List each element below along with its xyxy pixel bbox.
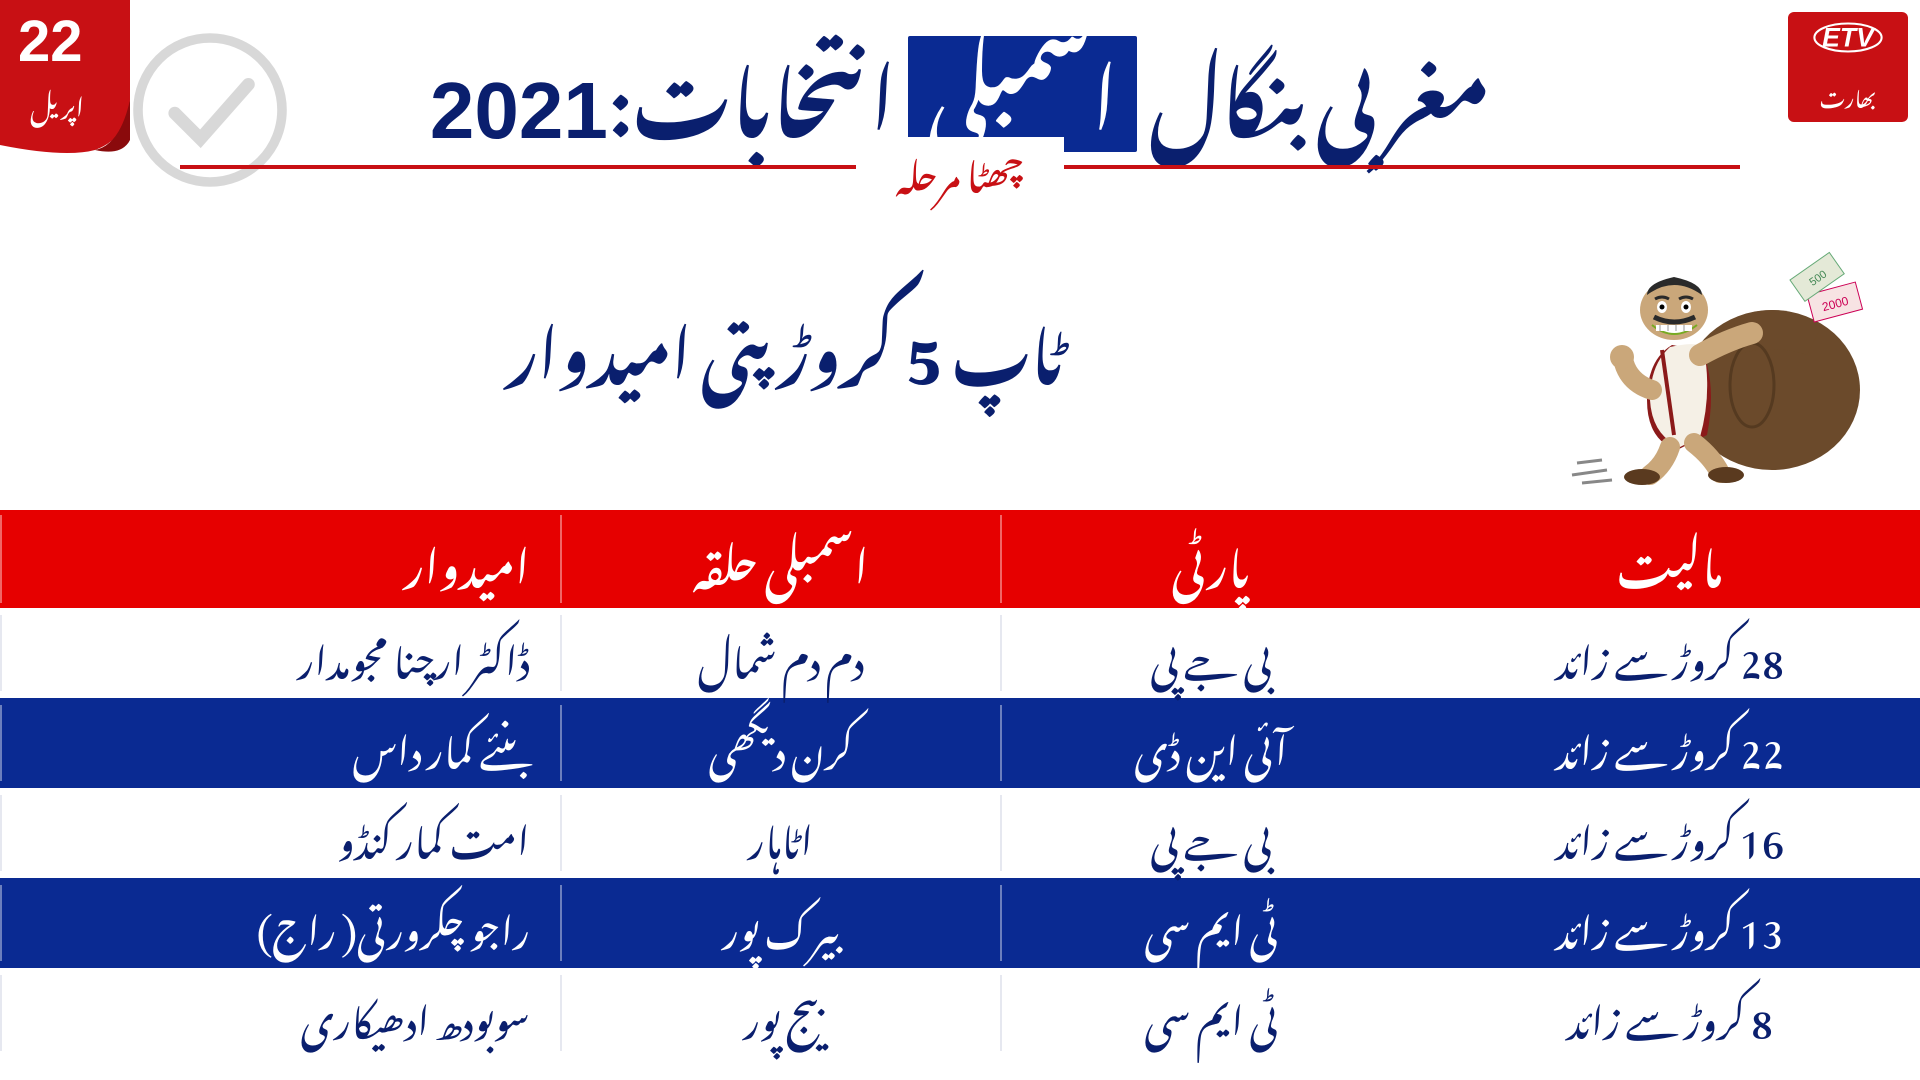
cell-party: ٹی ایم سی (1000, 885, 1420, 961)
candidates-table: امیدوار اسمبلی حلقہ پارٹی مالیت ڈاکٹر ار… (0, 510, 1920, 1058)
cell-constituency: اٹاہار (560, 795, 1000, 871)
cell-constituency: دم دم شمال (560, 615, 1000, 691)
title-pre: مغربی بنگال (1149, 0, 1490, 186)
cell-candidate: راجو چکرورتی( راج) (0, 885, 560, 961)
date-month: اپریل (30, 70, 84, 135)
cell-assets: 28 کروڑ سے زائد (1420, 615, 1920, 691)
title-year: 2021 (430, 66, 608, 155)
cell-assets: 16 کروڑ سے زائد (1420, 795, 1920, 871)
etv-logo-icon: ETV (1813, 12, 1883, 63)
table-row: بنئے کمار داس کرن دیگھی آئی این ڈی 22 کر… (0, 698, 1920, 788)
date-day: 22 (18, 8, 83, 75)
cell-candidate: ڈاکٹر ارچنا مجومدار (0, 615, 560, 691)
section-title: ٹاپ 5 کروڑ پتی امیدوار (0, 280, 1920, 408)
cell-assets: 22 کروڑ سے زائد (1420, 705, 1920, 781)
table-row: راجو چکرورتی( راج) بیرک پور ٹی ایم سی 13… (0, 878, 1920, 968)
cell-candidate: امت کمار کنڈو (0, 795, 560, 871)
channel-logo: ETV بھارت (1788, 12, 1908, 122)
subtitle: چھٹا مرحلہ (856, 137, 1064, 197)
cell-party: بی جے پی (1000, 795, 1420, 871)
table-row: امت کمار کنڈو اٹاہار بی جے پی 16 کروڑ سے… (0, 788, 1920, 878)
col-candidate: امیدوار (0, 515, 560, 602)
cell-assets: 8 کروڑ سے زائد (1420, 975, 1920, 1051)
cell-constituency: کرن دیگھی (560, 705, 1000, 781)
cell-assets: 13 کروڑ سے زائد (1420, 885, 1920, 961)
cell-party: آئی این ڈی (1000, 705, 1420, 781)
date-corner: 22 اپریل (0, 0, 150, 160)
cell-candidate: بنئے کمار داس (0, 705, 560, 781)
cell-candidate: سوبودھ ادھیکاری (0, 975, 560, 1051)
title-post: انتخابات: (608, 0, 896, 186)
table-row: ڈاکٹر ارچنا مجومدار دم دم شمال بی جے پی … (0, 608, 1920, 698)
logo-text: بھارت (1820, 67, 1877, 122)
cell-constituency: بیج پور (560, 975, 1000, 1051)
col-constituency: اسمبلی حلقہ (560, 515, 1000, 602)
table-header-row: امیدوار اسمبلی حلقہ پارٹی مالیت (0, 510, 1920, 608)
cell-constituency: بیرک پور (560, 885, 1000, 961)
svg-text:ETV: ETV (1822, 23, 1876, 53)
cell-party: ٹی ایم سی (1000, 975, 1420, 1051)
cell-party: بی جے پی (1000, 615, 1420, 691)
col-assets: مالیت (1420, 515, 1920, 602)
col-party: پارٹی (1000, 515, 1420, 602)
table-row: سوبودھ ادھیکاری بیج پور ٹی ایم سی 8 کروڑ… (0, 968, 1920, 1058)
